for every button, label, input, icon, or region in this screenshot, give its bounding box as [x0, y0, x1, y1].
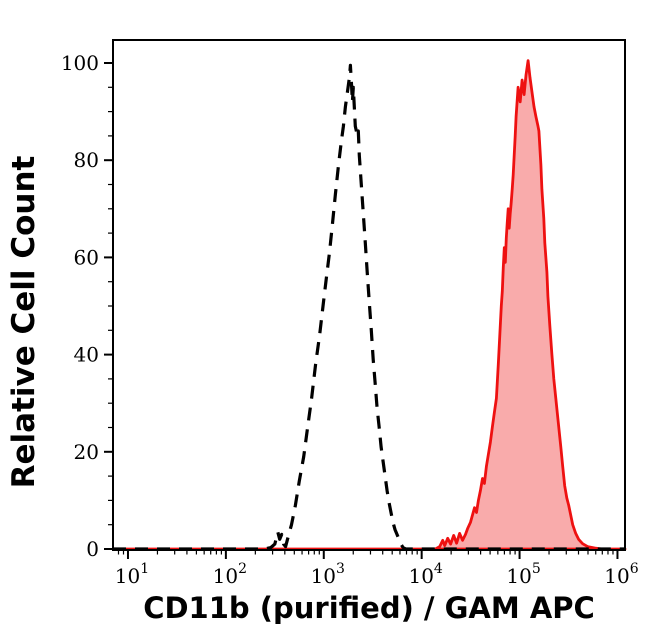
x-axis-title: CD11b (purified) / GAM APC — [143, 591, 595, 625]
y-tick-label: 40 — [74, 343, 99, 367]
y-axis-ticks — [104, 62, 113, 550]
x-tick-label: 103 — [311, 561, 345, 588]
curves-layer — [111, 59, 627, 551]
x-tick-label: 106 — [604, 561, 638, 588]
x-tick-label: 102 — [213, 561, 247, 588]
y-tick-label: 60 — [74, 245, 99, 269]
x-tick-label: 105 — [506, 561, 540, 588]
x-axis-tick-labels: 101 102 103 104 105 106 — [115, 561, 639, 588]
control-curve-black-dashed — [113, 63, 625, 551]
plot-border — [112, 39, 626, 551]
y-tick-label: 80 — [74, 148, 99, 172]
x-axis-ticks — [117, 550, 619, 559]
x-tick-label: 101 — [115, 561, 149, 588]
y-axis-tick-labels: 0 20 40 60 80 100 — [61, 51, 99, 561]
y-axis-title: Relative Cell Count — [6, 155, 42, 489]
stained-curve-red-filled — [111, 59, 627, 551]
y-tick-label: 20 — [74, 440, 99, 464]
y-tick-label: 100 — [61, 51, 99, 75]
y-tick-label: 0 — [86, 537, 99, 561]
x-tick-label: 104 — [408, 561, 442, 588]
